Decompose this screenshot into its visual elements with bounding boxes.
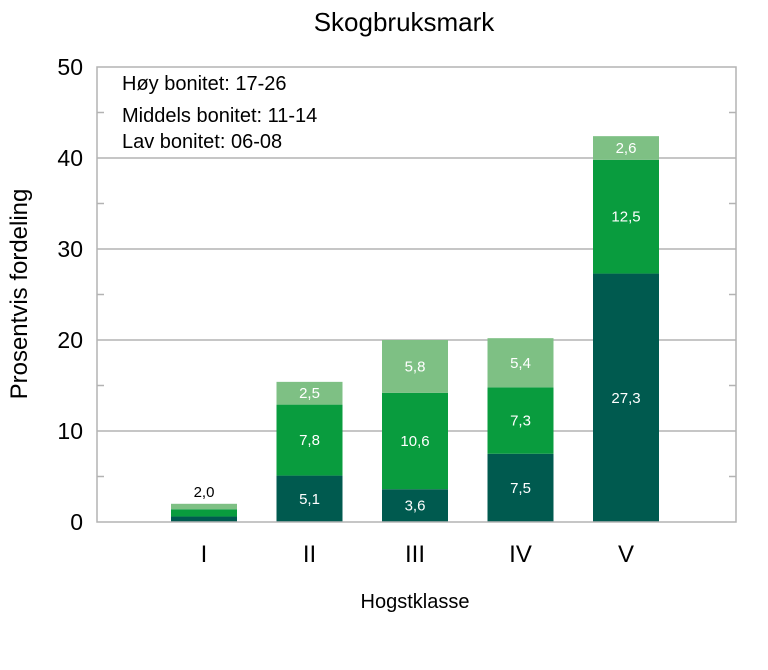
bar-segment-hoy xyxy=(487,338,554,388)
y-axis-title: Prosentvis fordeling xyxy=(6,189,33,400)
data-label: 5,8 xyxy=(405,358,426,375)
bar-segment-middels xyxy=(382,392,448,490)
legend-entry-middels: Middels bonitet: 11-14 xyxy=(122,105,317,127)
data-label: 5,4 xyxy=(510,355,531,372)
y-tick-labels: 0 10 20 30 40 50 xyxy=(57,54,83,535)
bar-segment-hoy xyxy=(171,503,237,510)
bar-segment-lav xyxy=(382,489,448,522)
data-label: 7,3 xyxy=(510,413,531,430)
x-tick-label: I xyxy=(201,541,208,568)
legend-entry-hoy: Høy bonitet: 17-26 xyxy=(122,73,287,95)
bar-segment-lav xyxy=(487,453,554,522)
bar-segment-middels xyxy=(171,509,237,517)
x-tick-label: II xyxy=(303,541,316,568)
total-label: 2,0 xyxy=(194,484,215,501)
bar-segment-hoy xyxy=(593,136,659,160)
bar-segment-lav xyxy=(593,273,659,522)
x-tick-label: IV xyxy=(509,541,532,568)
y-tick-label: 50 xyxy=(57,54,83,80)
data-label: 2,5 xyxy=(299,385,320,402)
data-label: 27,3 xyxy=(611,390,640,407)
plot-area-frame xyxy=(96,66,737,523)
y-tick-label: 20 xyxy=(57,327,83,353)
bar-segment-lav xyxy=(171,516,237,522)
chart-title: Skogbruksmark xyxy=(314,7,496,37)
bar-segment-middels xyxy=(276,404,343,476)
y-tick-label: 10 xyxy=(57,418,83,444)
x-tick-label: V xyxy=(618,541,634,568)
legend-entry-lav: Lav bonitet: 06-08 xyxy=(122,131,282,153)
y-tick-label: 30 xyxy=(57,236,83,262)
bars: 2,0 5,1 7,8 2,5 3,6 10,6 5,8 7,5 7,3 5,4 27,3 12,5 2… xyxy=(171,136,659,522)
data-label: 3,6 xyxy=(405,498,426,515)
bar-segment-lav xyxy=(276,475,343,522)
y-tick-label: 0 xyxy=(70,509,83,535)
x-tick-label: III xyxy=(405,541,425,568)
y-tick-label: 40 xyxy=(57,145,83,171)
bar-segment-hoy xyxy=(382,340,448,393)
data-label: 12,5 xyxy=(611,209,640,226)
bar-segment-hoy xyxy=(276,381,343,405)
data-label: 7,8 xyxy=(299,432,320,449)
data-label: 2,6 xyxy=(616,140,637,157)
legend-text: Høy bonitet: 17-26 Middels bonitet: 11-1… xyxy=(122,73,317,153)
bar-segment-middels xyxy=(487,387,554,454)
x-axis-title: Hogstklasse xyxy=(361,591,470,613)
bar-segment-middels xyxy=(593,159,659,274)
x-tick-labels: I II III IV V xyxy=(201,541,634,568)
data-label: 5,1 xyxy=(299,491,320,508)
data-label: 7,5 xyxy=(510,480,531,497)
data-label: 10,6 xyxy=(400,433,429,450)
